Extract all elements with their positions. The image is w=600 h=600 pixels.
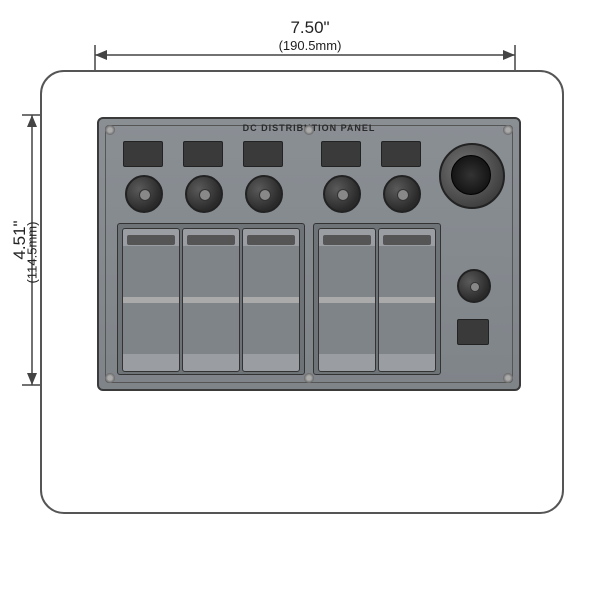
screw-tr xyxy=(503,125,513,135)
breaker-3[interactable] xyxy=(245,175,283,213)
screw-bc xyxy=(304,373,314,383)
distribution-panel: DC DISTRIBUTION PANEL xyxy=(97,117,521,391)
width-inches: 7.50" xyxy=(250,18,370,38)
rocker-1[interactable] xyxy=(122,228,180,372)
screw-br xyxy=(503,373,513,383)
aux-breaker[interactable] xyxy=(457,269,491,303)
label-slot-1 xyxy=(123,141,163,167)
breaker-2[interactable] xyxy=(185,175,223,213)
aux-label-slot xyxy=(457,319,489,345)
breaker-1[interactable] xyxy=(125,175,163,213)
height-mm: (114.5mm) xyxy=(25,193,40,313)
rocker-3[interactable] xyxy=(242,228,300,372)
rocker-4[interactable] xyxy=(318,228,376,372)
rocker-2[interactable] xyxy=(182,228,240,372)
screw-tc xyxy=(304,125,314,135)
label-slot-5 xyxy=(381,141,421,167)
breaker-5[interactable] xyxy=(383,175,421,213)
rocker-5[interactable] xyxy=(378,228,436,372)
label-slot-4 xyxy=(321,141,361,167)
label-slot-2 xyxy=(183,141,223,167)
rocker-group-2 xyxy=(313,223,441,375)
width-mm: (190.5mm) xyxy=(250,38,370,53)
label-slot-3 xyxy=(243,141,283,167)
screw-bl xyxy=(105,373,115,383)
outer-frame: DC DISTRIBUTION PANEL xyxy=(40,70,564,514)
screw-tl xyxy=(105,125,115,135)
power-socket-inner xyxy=(451,155,491,195)
breaker-4[interactable] xyxy=(323,175,361,213)
rocker-group-1 xyxy=(117,223,305,375)
power-socket[interactable] xyxy=(439,143,505,209)
